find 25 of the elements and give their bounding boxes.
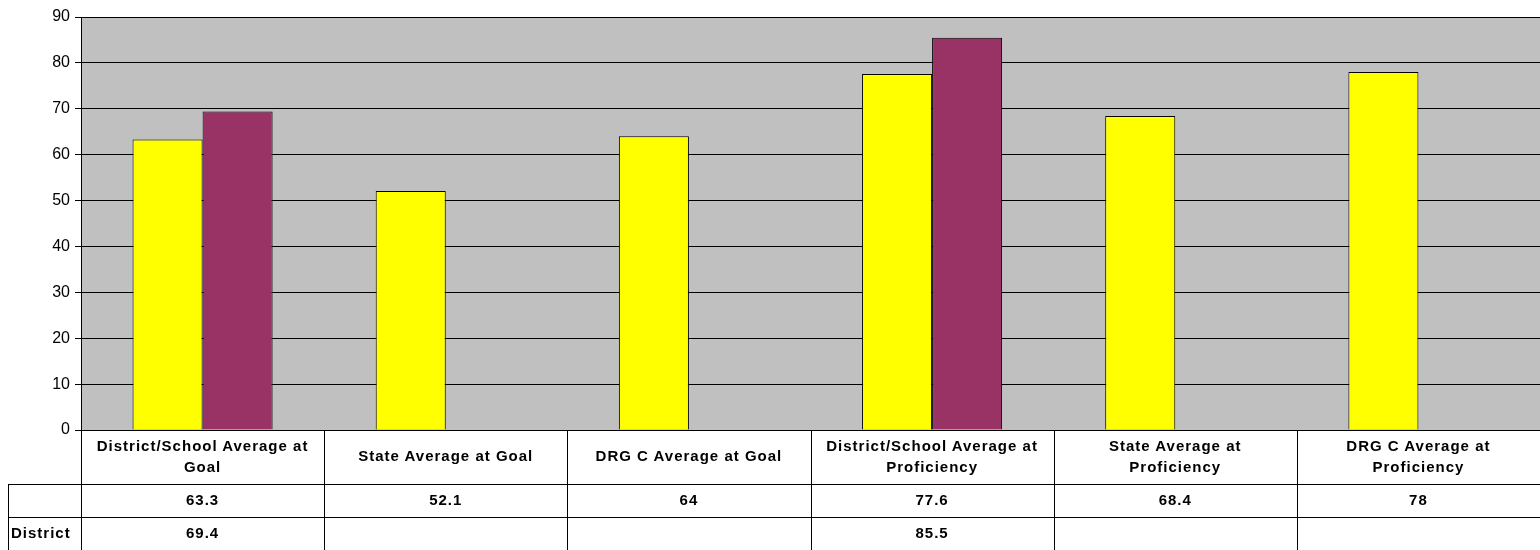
- x-tick-label: State Average at Proficiency: [1109, 436, 1242, 475]
- data-label: 68.4: [1158, 490, 1192, 508]
- data-label: 69.4: [185, 523, 220, 541]
- x-tick-label: State Average at Goal: [358, 447, 534, 465]
- data-label: 64: [679, 490, 699, 508]
- y-tick-label: 20: [52, 328, 71, 346]
- y-tick-label: 80: [52, 53, 71, 71]
- y-tick-label: 60: [52, 145, 71, 163]
- y-tick-label: 10: [52, 374, 71, 392]
- y-tick-label: 90: [52, 7, 71, 25]
- data-label: 52.1: [429, 490, 463, 508]
- x-tick-label: District/School Average at Proficiency: [826, 436, 1038, 475]
- y-tick-label: 40: [52, 236, 71, 254]
- data-label: 77.6: [915, 490, 949, 508]
- y-tick-label: 70: [52, 99, 71, 117]
- x-tick-label: DRG C Average at Proficiency: [1346, 436, 1491, 475]
- x-tick-label: DRG C Average at Goal: [595, 447, 783, 465]
- data-label: 85.5: [915, 523, 949, 541]
- text: District: [11, 523, 71, 541]
- data-label: 63.3: [185, 490, 220, 508]
- y-tick-label: 50: [52, 190, 71, 208]
- data-label: 78: [1409, 490, 1428, 508]
- y-tick-label: 30: [52, 282, 71, 300]
- x-tick-label: District/School Average at Goal: [96, 436, 309, 475]
- y-tick-label: 0: [61, 420, 71, 438]
